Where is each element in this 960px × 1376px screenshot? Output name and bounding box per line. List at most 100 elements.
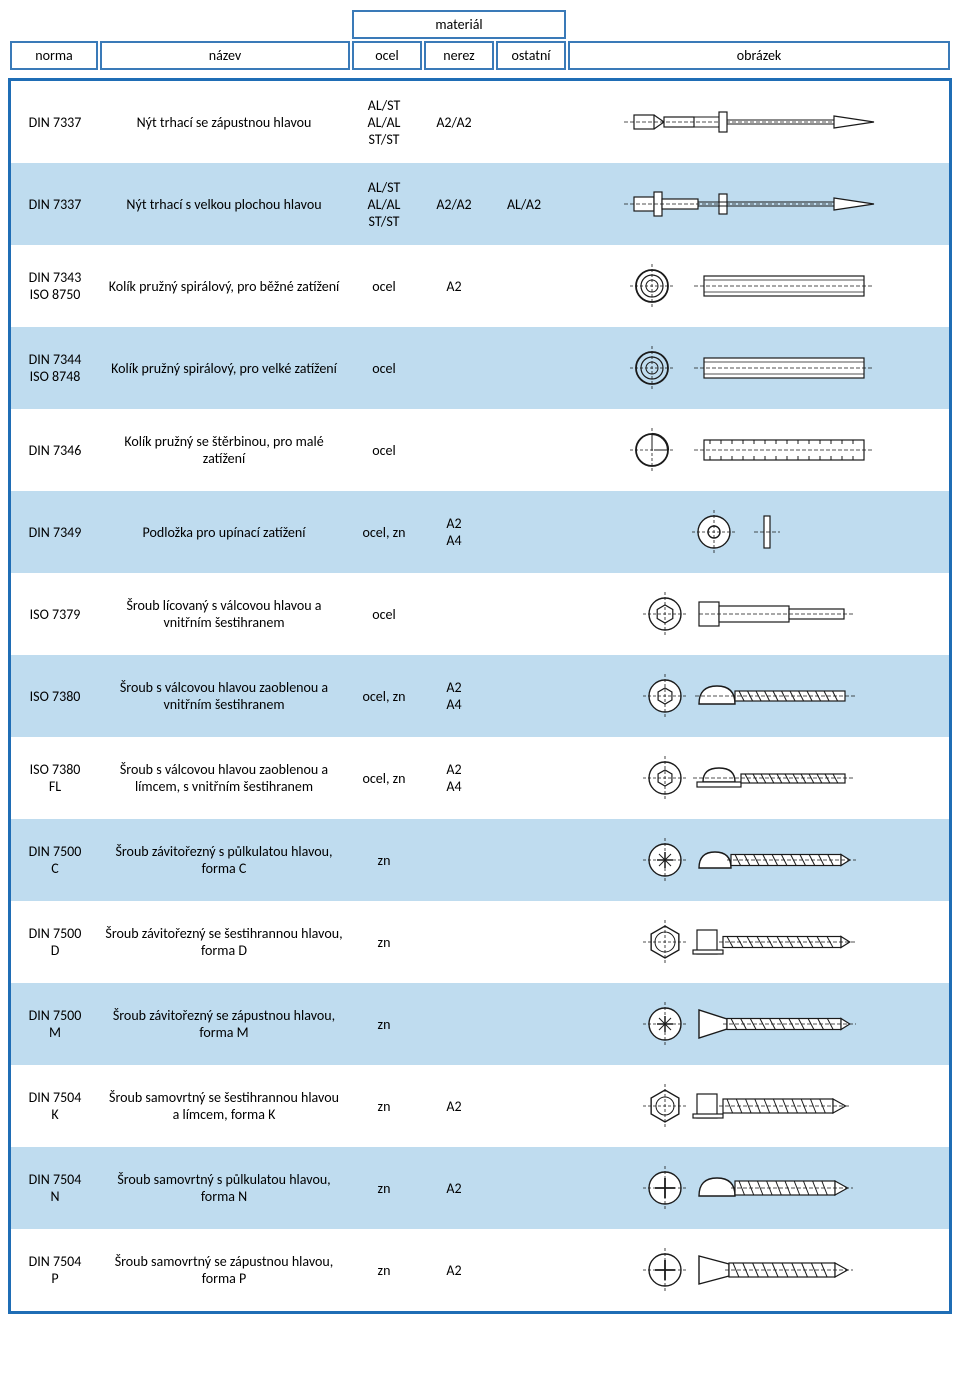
norma-text: ISO 8748 xyxy=(17,368,93,385)
cell-drawing xyxy=(559,491,949,573)
cell-nerez: A2/A2 xyxy=(419,163,489,245)
cell-nerez: A2 A4 xyxy=(419,655,489,737)
cell-nazev: Šroub závitořezný se zápustnou hlavou, f… xyxy=(99,983,349,1065)
header-ostatni: ostatní xyxy=(496,41,566,70)
norma-text: C xyxy=(17,860,93,877)
cell-ocel: ocel xyxy=(349,573,419,655)
cell-norma: ISO 7379 xyxy=(11,573,99,655)
cell-drawing xyxy=(559,1065,949,1147)
cell-ocel: AL/ST AL/AL ST/ST xyxy=(349,81,419,163)
cell-nazev: Šroub samovrtný se zápustnou hlavou, for… xyxy=(99,1229,349,1311)
cell-ostatni xyxy=(489,573,559,655)
cell-drawing xyxy=(559,81,949,163)
cell-nazev: Nýt trhací s velkou plochou hlavou xyxy=(99,163,349,245)
cell-drawing xyxy=(559,737,949,819)
cell-ocel: ocel, zn xyxy=(349,491,419,573)
cell-nerez: A2 A4 xyxy=(419,737,489,819)
cell-drawing xyxy=(559,655,949,737)
norma-text: DIN 7504 xyxy=(17,1171,93,1188)
norma-text: DIN 7344 xyxy=(17,351,93,368)
cell-ocel: ocel, zn xyxy=(349,655,419,737)
cell-ocel: zn xyxy=(349,983,419,1065)
cell-ostatni xyxy=(489,901,559,983)
cell-ostatni xyxy=(489,1065,559,1147)
header-ocel: ocel xyxy=(352,41,422,70)
header-nerez: nerez xyxy=(424,41,494,70)
cell-nerez: A2 A4 xyxy=(419,491,489,573)
cell-nerez xyxy=(419,409,489,491)
cell-nerez: A2 xyxy=(419,245,489,327)
norma-text: DIN 7500 xyxy=(17,925,93,942)
cell-ocel: zn xyxy=(349,819,419,901)
cell-ocel: zn xyxy=(349,901,419,983)
cell-norma: DIN 7344ISO 8748 xyxy=(11,327,99,409)
cell-drawing xyxy=(559,1147,949,1229)
cell-norma: DIN 7337 xyxy=(11,81,99,163)
table-row: DIN 7337Nýt trhací se zápustnou hlavouAL… xyxy=(11,81,949,163)
cell-nazev: Šroub lícovaný s válcovou hlavou a vnitř… xyxy=(99,573,349,655)
cell-drawing xyxy=(559,327,949,409)
cell-norma: DIN 7500C xyxy=(11,819,99,901)
cell-ocel: ocel xyxy=(349,327,419,409)
norma-text: DIN 7500 xyxy=(17,843,93,860)
header-norma: norma xyxy=(10,41,98,70)
norma-text: DIN 7349 xyxy=(17,524,93,541)
norma-text: ISO 7379 xyxy=(17,606,93,623)
cell-nazev: Kolík pružný spirálový, pro běžné zatíže… xyxy=(99,245,349,327)
cell-nazev: Šroub samovrtný se šestihrannou hlavou a… xyxy=(99,1065,349,1147)
cell-ocel: AL/ST AL/AL ST/ST xyxy=(349,163,419,245)
table-row: ISO 7380FL Šroub s válcovou hlavou zaoble… xyxy=(11,737,949,819)
cell-ostatni xyxy=(489,327,559,409)
cell-nazev: Šroub závitořezný se šestihrannou hlavou… xyxy=(99,901,349,983)
cell-nazev: Šroub s válcovou hlavou zaoblenou a límc… xyxy=(99,737,349,819)
cell-drawing xyxy=(559,1229,949,1311)
cell-nerez xyxy=(419,573,489,655)
cell-ostatni xyxy=(489,81,559,163)
table-row: DIN 7346Kolík pružný se štěrbinou, pro m… xyxy=(11,409,949,491)
cell-ostatni xyxy=(489,245,559,327)
norma-text: K xyxy=(17,1106,93,1123)
cell-drawing xyxy=(559,573,949,655)
norma-text: ISO 8750 xyxy=(17,286,93,303)
header-nazev: název xyxy=(100,41,350,70)
norma-text: DIN 7500 xyxy=(17,1007,93,1024)
cell-drawing xyxy=(559,901,949,983)
cell-ocel: ocel, zn xyxy=(349,737,419,819)
norma-text: ISO 7380 xyxy=(17,688,93,705)
table-row: DIN 7504NŠroub samovrtný s půlkulatou hl… xyxy=(11,1147,949,1229)
cell-ocel: ocel xyxy=(349,245,419,327)
norma-text: P xyxy=(17,1270,93,1287)
norma-text: DIN 7337 xyxy=(17,114,93,131)
norma-text: DIN 7343 xyxy=(17,269,93,286)
cell-ocel: zn xyxy=(349,1229,419,1311)
table-row: DIN 7343ISO 8750 Kolík pružný spirálový, … xyxy=(11,245,949,327)
table-row: DIN 7504KŠroub samovrtný se šestihrannou… xyxy=(11,1065,949,1147)
norma-text: ISO 7380 xyxy=(17,761,93,778)
norma-text: FL xyxy=(17,778,93,795)
cell-ostatni xyxy=(489,983,559,1065)
table-row: DIN 7504PŠroub samovrtný se zápustnou hl… xyxy=(11,1229,949,1311)
table-row: DIN 7500CŠroub závitořezný s půlkulatou … xyxy=(11,819,949,901)
cell-ostatni xyxy=(489,1147,559,1229)
cell-ostatni xyxy=(489,655,559,737)
cell-nazev: Šroub samovrtný s půlkulatou hlavou, for… xyxy=(99,1147,349,1229)
cell-ostatni xyxy=(489,409,559,491)
cell-ocel: zn xyxy=(349,1065,419,1147)
table-row: DIN 7500DŠroub závitořezný se šestihrann… xyxy=(11,901,949,983)
header-table: materiál norma název ocel nerez ostatní … xyxy=(8,8,952,72)
cell-nazev: Podložka pro upínací zatížení xyxy=(99,491,349,573)
cell-drawing xyxy=(559,983,949,1065)
cell-drawing xyxy=(559,409,949,491)
cell-nerez: A2/A2 xyxy=(419,81,489,163)
cell-norma: ISO 7380 xyxy=(11,655,99,737)
cell-ostatni xyxy=(489,737,559,819)
table-row: DIN 7337Nýt trhací s velkou plochou hlav… xyxy=(11,163,949,245)
cell-ostatni xyxy=(489,819,559,901)
cell-nerez xyxy=(419,983,489,1065)
table-row: DIN 7344ISO 8748Kolík pružný spirálový, … xyxy=(11,327,949,409)
cell-drawing xyxy=(559,245,949,327)
cell-nazev: Kolík pružný se štěrbinou, pro malé zatí… xyxy=(99,409,349,491)
cell-norma: DIN 7349 xyxy=(11,491,99,573)
norma-text: M xyxy=(17,1024,93,1041)
cell-norma: DIN 7504P xyxy=(11,1229,99,1311)
